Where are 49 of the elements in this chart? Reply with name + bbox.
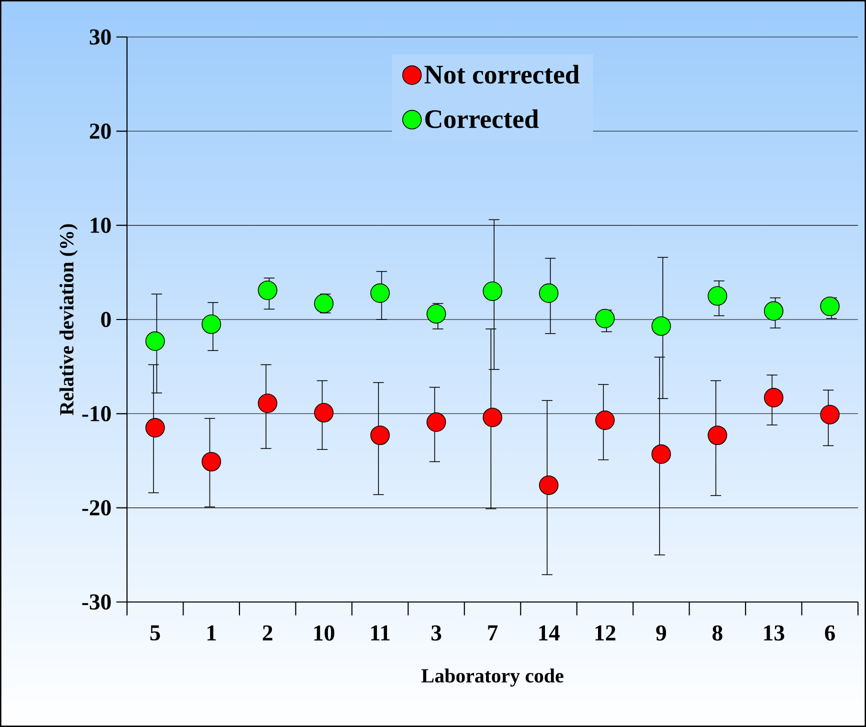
y-tick-label: -30 [82,594,111,610]
point [202,452,222,472]
point [764,301,784,321]
point [145,331,165,351]
x-tick-label: 13 [764,625,784,641]
point [370,283,390,303]
point [595,308,615,328]
point [539,283,558,303]
point [314,294,334,314]
y-tick-label: -20 [82,500,111,516]
x-tick-label: 9 [656,625,666,641]
x-tick-label: 8 [712,625,722,641]
point [202,314,222,334]
y-axis-title: Relative deviation (%) [59,224,78,416]
x-axis-title: Laboratory code [421,668,564,687]
point [482,408,502,428]
x-tick-label: 3 [431,625,442,641]
legend-label: Not corrected [424,64,580,84]
point [370,426,390,446]
x-tick-label: 12 [595,625,616,640]
point [820,296,840,316]
point [539,475,558,495]
x-tick-label: 2 [262,625,272,640]
point [258,280,278,300]
y-tick-label: -10 [82,406,111,422]
point [708,426,728,446]
y-tick-label: 30 [90,29,111,45]
x-tick-label: 10 [314,625,334,641]
y-tick-label: 20 [90,124,111,139]
x-tick-label: 1 [208,625,216,640]
point [651,316,671,336]
x-tick-label: 11 [371,625,390,640]
point [482,282,502,301]
x-tick-label: 5 [150,625,160,640]
point [820,404,840,424]
y-tick-label: 10 [90,218,111,233]
point [708,286,728,306]
point [426,412,446,432]
x-tick-label: 14 [539,625,560,640]
point [314,402,334,422]
x-tick-label: 7 [488,625,498,640]
point [764,388,784,408]
point [258,394,278,414]
point [145,418,165,438]
x-tick-label: 6 [824,625,835,641]
point [651,444,671,464]
y-tick-label: 0 [101,312,111,328]
legend-label: Corrected [425,109,539,128]
point [595,410,615,430]
